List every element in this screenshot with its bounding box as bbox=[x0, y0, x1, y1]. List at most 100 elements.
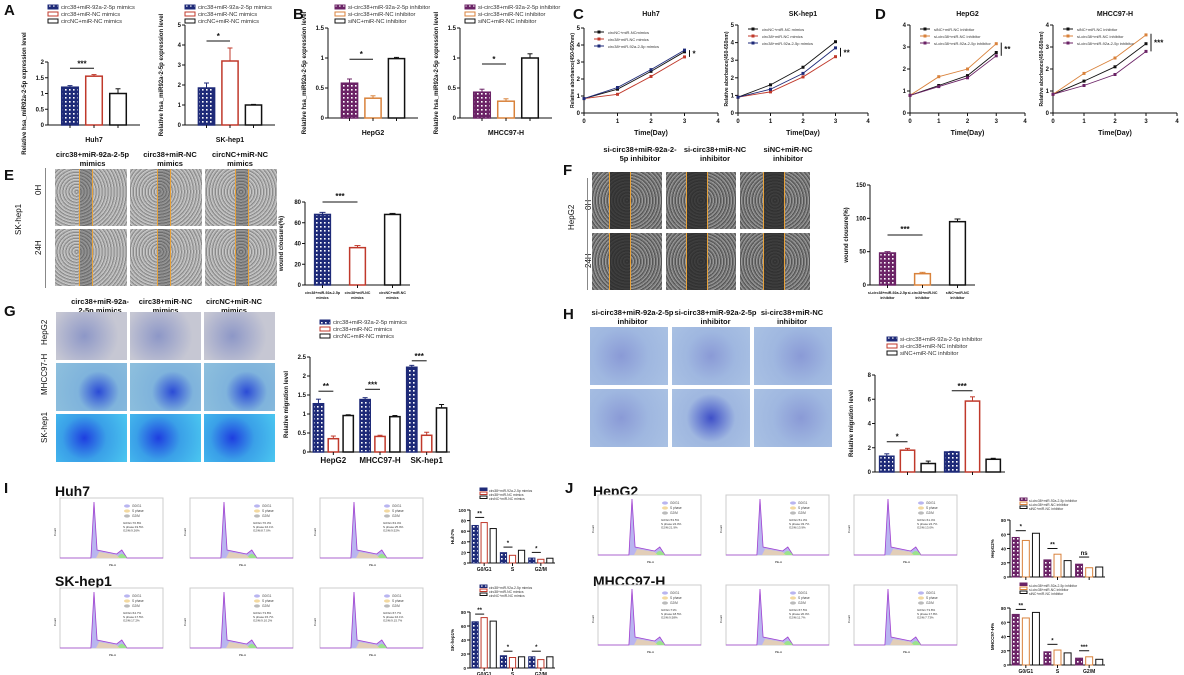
x-tick-label: Huh7 bbox=[85, 137, 103, 144]
s-phase-area bbox=[226, 642, 250, 648]
legend-label: circ38+miR-92a-2-5p mimics bbox=[608, 44, 659, 49]
chart-c-skhep1: SK-hep1 0 1 2 3 4 5 0 1 2 3 4 Time(Day) Relative abor… bbox=[724, 11, 870, 137]
y-tick-label: 100 bbox=[458, 508, 466, 513]
cycle-stats: G0/G1:51.3% bbox=[789, 518, 808, 522]
legend-label: G2/M bbox=[798, 511, 806, 515]
legend-label: siNC+miR-NC inhibitor bbox=[1029, 592, 1064, 596]
x-tick-label: MHCC97-H bbox=[359, 456, 401, 465]
cycle-stats: S phase:25.9% bbox=[383, 525, 404, 529]
significance-label: *** bbox=[415, 352, 425, 361]
bar bbox=[899, 449, 916, 473]
wound-healing-image bbox=[592, 172, 662, 229]
legend-swatch bbox=[464, 4, 476, 10]
chart-b-mhcc97h: 0 0.5 1 1.5 Relative hsa_miR92a-2-5p express… bbox=[434, 4, 560, 137]
chart-a-skhep1: 0 1 2 3 4 5 Relative hsa_miR92a-2-5p expressio… bbox=[159, 4, 275, 144]
legend-swatch bbox=[254, 504, 260, 508]
y-axis-label: Count bbox=[183, 528, 187, 536]
cycle-stats: G0/G1:70.8% bbox=[123, 521, 142, 525]
y-tick-label: 100 bbox=[856, 216, 867, 222]
legend-label: si-circ38+miR-NC inhibitor bbox=[934, 34, 981, 39]
wound-healing-image bbox=[205, 229, 277, 286]
bar bbox=[1095, 658, 1104, 666]
e-row-24h: 24H bbox=[34, 240, 43, 255]
data-point bbox=[769, 90, 772, 94]
y-axis-label: Count bbox=[313, 528, 317, 536]
plot-frame bbox=[189, 497, 294, 559]
y-tick-label: 1 bbox=[41, 92, 45, 98]
x-axis-label: PE-A bbox=[903, 650, 910, 654]
x-axis-label: PE-A bbox=[775, 560, 782, 564]
wound-healing-image bbox=[130, 169, 202, 226]
legend-marker bbox=[923, 27, 927, 31]
s-phase-area bbox=[226, 552, 250, 558]
g0g1-peak bbox=[320, 501, 423, 559]
legend-swatch bbox=[124, 599, 130, 603]
legend-label: G0/G1 bbox=[670, 501, 680, 505]
y-axis-label: Count bbox=[591, 525, 595, 533]
legend-label: circ38+miR-92a-2-5p mimics bbox=[198, 5, 272, 11]
data-point bbox=[649, 74, 653, 78]
h-col-header-2: si-circ38+miR-92a-2-5p inhibitor bbox=[674, 308, 757, 326]
y-tick-label: 0 bbox=[463, 561, 466, 566]
y-tick-label: 2 bbox=[303, 374, 307, 380]
panel-label-j: J bbox=[565, 480, 574, 497]
bar bbox=[1021, 617, 1030, 666]
legend-label: si-circ38+miR-92a-2-5p inhibitor bbox=[934, 41, 991, 46]
bar bbox=[480, 617, 488, 669]
wound-gap-marker bbox=[686, 233, 708, 290]
wound-gap-marker bbox=[609, 172, 631, 229]
x-tick-label: 0 bbox=[908, 119, 912, 125]
bar bbox=[1063, 652, 1072, 666]
bar bbox=[1043, 559, 1052, 578]
plot-frame bbox=[597, 584, 702, 646]
transwell-image bbox=[204, 414, 275, 462]
legend-label: circ38+miR-92a-2-5p mimics bbox=[489, 489, 533, 493]
significance-label: *** bbox=[1154, 39, 1164, 48]
significance-label: ** bbox=[477, 511, 482, 517]
y-tick-label: 40 bbox=[461, 540, 467, 545]
plot-frame bbox=[725, 584, 830, 646]
y-tick-label: 150 bbox=[856, 183, 867, 189]
legend-label: S phase bbox=[926, 506, 938, 510]
legend-swatch bbox=[479, 495, 488, 499]
e-row-0h: 0H bbox=[34, 184, 43, 195]
f-col-header-3: siNC+miR-NC inhibitor bbox=[763, 145, 813, 163]
x-tick-label: 4 bbox=[1023, 119, 1027, 125]
cycle-stats: S phase:24.7% bbox=[917, 522, 938, 526]
s-phase-area bbox=[762, 549, 786, 555]
data-point bbox=[616, 86, 619, 89]
wound-healing-image bbox=[205, 169, 277, 226]
y-tick-label: 1 bbox=[1046, 89, 1050, 95]
y-tick-label: 1 bbox=[903, 89, 907, 95]
y-tick-label: 60 bbox=[294, 221, 301, 227]
g0g1-peak bbox=[320, 591, 423, 649]
x-axis-label: PE-A bbox=[647, 650, 654, 654]
g-row-skhep1: SK-hep1 bbox=[40, 411, 49, 443]
legend-marker bbox=[1066, 41, 1070, 45]
y-axis-label: Relative migration level bbox=[284, 371, 290, 438]
y-axis-label: Relative aborbance(450-650nm) bbox=[1039, 31, 1045, 106]
y-tick-label: 50 bbox=[859, 250, 866, 256]
x-tick-label: SK-hep1 bbox=[410, 456, 443, 465]
x-tick-label: SK-hep1 bbox=[216, 137, 245, 144]
chart-b-hepg2: 0 0.5 1 1.5 Relative hsa_miR92a-2-5p express… bbox=[302, 4, 430, 137]
legend-label: circ38+miR-92a-2-5p mimics bbox=[762, 41, 813, 46]
bar bbox=[60, 86, 80, 126]
y-axis-label: Count bbox=[719, 525, 723, 533]
y-axis-label: Relative hsa_miR92a-2-5p expression leve… bbox=[159, 13, 165, 136]
data-point bbox=[683, 50, 686, 54]
y-axis-label: wound clousure(%) bbox=[279, 216, 285, 272]
y-tick-label: 1 bbox=[577, 94, 581, 100]
panel-label-a: A bbox=[4, 2, 15, 19]
legend-label: S phase bbox=[262, 599, 274, 603]
bar bbox=[1043, 651, 1052, 666]
bar bbox=[964, 400, 981, 473]
x-tick-label: circ38+miR-92a-2-5p bbox=[305, 291, 341, 295]
legend-swatch bbox=[479, 592, 488, 596]
chart-g-migration: 0 0.5 1 1.5 2 2.5 Relative migration level HepG… bbox=[284, 319, 450, 465]
legend-marker bbox=[1066, 27, 1070, 31]
y-axis-label: Count bbox=[313, 618, 317, 626]
cycle-stats: G2/M:9.58% bbox=[661, 616, 678, 620]
